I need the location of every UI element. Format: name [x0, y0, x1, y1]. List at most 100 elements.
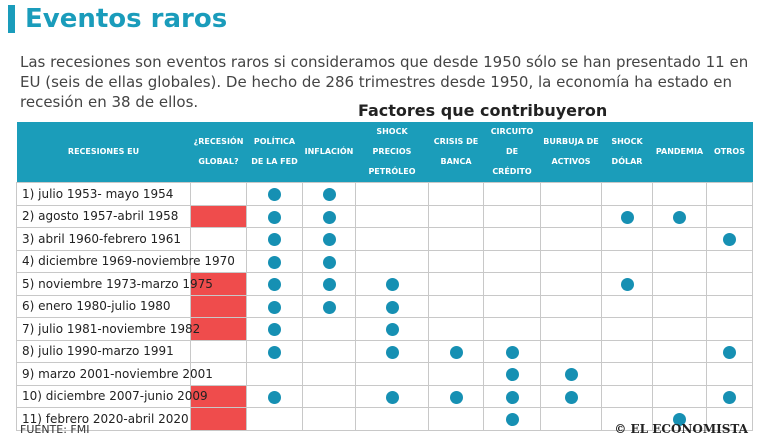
factor-cell: [246, 272, 303, 296]
factor-cell: [540, 182, 602, 206]
factor-dot: [268, 323, 281, 337]
factor-dot: [322, 233, 336, 247]
factor-cell: [652, 204, 707, 228]
column-header: ¿RECESIÓN GLOBAL?: [190, 122, 247, 183]
factor-cell: [246, 204, 303, 228]
row-label: 2) agosto 1957-abril 1958: [16, 204, 191, 228]
factor-cell: [540, 384, 602, 408]
factor-cell: [652, 294, 707, 318]
factor-cell: [428, 362, 484, 386]
factor-cell: [706, 249, 753, 273]
factor-cell: [706, 384, 753, 408]
factor-cell: [483, 227, 541, 251]
factor-cell: [428, 227, 484, 251]
column-header: PANDEMIA: [652, 122, 707, 183]
factor-cell: [540, 227, 602, 251]
factor-cell: [355, 272, 429, 296]
factor-dot: [385, 300, 399, 314]
row-label: 6) enero 1980-julio 1980: [16, 294, 191, 318]
row: 2) agosto 1957-abril 1958: [16, 204, 753, 228]
factor-cell: [483, 339, 541, 363]
factor-cell: [302, 204, 356, 228]
row-label: 7) julio 1981-noviembre 1982: [16, 317, 200, 341]
factor-cell: [483, 204, 541, 228]
factor-cell: [601, 227, 653, 251]
factor-cell: [652, 384, 707, 408]
column-header: SHOCK DÓLAR: [601, 122, 653, 183]
row-label: 8) julio 1990-marzo 1991: [16, 339, 191, 363]
factor-cell: [483, 249, 541, 273]
factor-cell: [355, 339, 429, 363]
factor-dot: [268, 188, 281, 202]
factor-cell: [355, 249, 429, 273]
factor-cell: [540, 249, 602, 273]
row-label: 5) noviembre 1973-marzo 1975: [16, 272, 213, 296]
factor-cell: [540, 362, 602, 386]
factor-cell: [483, 362, 541, 386]
row-label: 10) diciembre 2007-junio 2009: [16, 384, 208, 408]
factor-cell: [302, 384, 356, 408]
factor-cell: [652, 407, 707, 431]
logo: © EL ECONOMISTA: [614, 422, 748, 436]
row: 7) julio 1981-noviembre 1982: [16, 317, 753, 341]
factor-dot: [505, 390, 519, 404]
factor-cell: [428, 317, 484, 341]
factor-cell: [706, 362, 753, 386]
global-cell: [190, 182, 247, 206]
factor-dot: [449, 390, 463, 404]
factor-cell: [540, 294, 602, 318]
factor-dot: [322, 188, 336, 202]
factor-cell: [302, 272, 356, 296]
factor-cell: [302, 362, 356, 386]
factor-cell: [483, 407, 541, 431]
factor-cell: [540, 204, 602, 228]
column-header: CRISIS DE BANCA: [428, 122, 484, 183]
factor-dot: [723, 390, 736, 404]
row-label: 4) diciembre 1969-noviembre 1970: [16, 249, 235, 273]
source: FUENTE: FMI: [20, 423, 90, 436]
factor-cell: [428, 294, 484, 318]
factor-cell: [706, 294, 753, 318]
factor-dot: [322, 210, 336, 224]
factor-cell: [483, 182, 541, 206]
row-label: 9) marzo 2001-noviembre 2001: [16, 362, 213, 386]
factor-dot: [385, 278, 399, 292]
factor-dot: [385, 323, 399, 337]
factor-cell: [428, 249, 484, 273]
factor-cell: [246, 339, 303, 363]
column-header: INFLACIÓN: [302, 122, 356, 183]
factor-cell: [355, 317, 429, 341]
global-cell: [190, 407, 247, 431]
factor-dot: [385, 390, 399, 404]
factor-dot: [564, 390, 578, 404]
global-cell: [190, 204, 247, 228]
row: 10) diciembre 2007-junio 2009: [16, 384, 753, 408]
factor-cell: [601, 384, 653, 408]
factor-dot: [322, 255, 336, 269]
factor-dot: [620, 278, 634, 292]
factor-cell: [540, 339, 602, 363]
factor-cell: [601, 362, 653, 386]
factor-cell: [302, 339, 356, 363]
factor-cell: [483, 272, 541, 296]
row: 1) julio 1953- mayo 1954: [16, 182, 753, 206]
factor-dot: [673, 210, 686, 224]
factor-cell: [355, 362, 429, 386]
factor-cell: [246, 407, 303, 431]
global-cell: [190, 227, 247, 251]
row-label: 1) julio 1953- mayo 1954: [16, 182, 191, 206]
factor-dot: [268, 390, 281, 404]
factor-cell: [428, 182, 484, 206]
factor-cell: [428, 339, 484, 363]
row: 9) marzo 2001-noviembre 2001: [16, 362, 753, 386]
row: 5) noviembre 1973-marzo 1975: [16, 272, 753, 296]
row: 4) diciembre 1969-noviembre 1970: [16, 249, 753, 273]
factor-cell: [355, 294, 429, 318]
factor-cell: [601, 272, 653, 296]
factor-cell: [706, 339, 753, 363]
row-label: 11) febrero 2020-abril 2020: [16, 407, 191, 431]
global-cell: [190, 317, 247, 341]
factor-cell: [302, 317, 356, 341]
column-header: RECESIONES EU: [16, 122, 191, 183]
